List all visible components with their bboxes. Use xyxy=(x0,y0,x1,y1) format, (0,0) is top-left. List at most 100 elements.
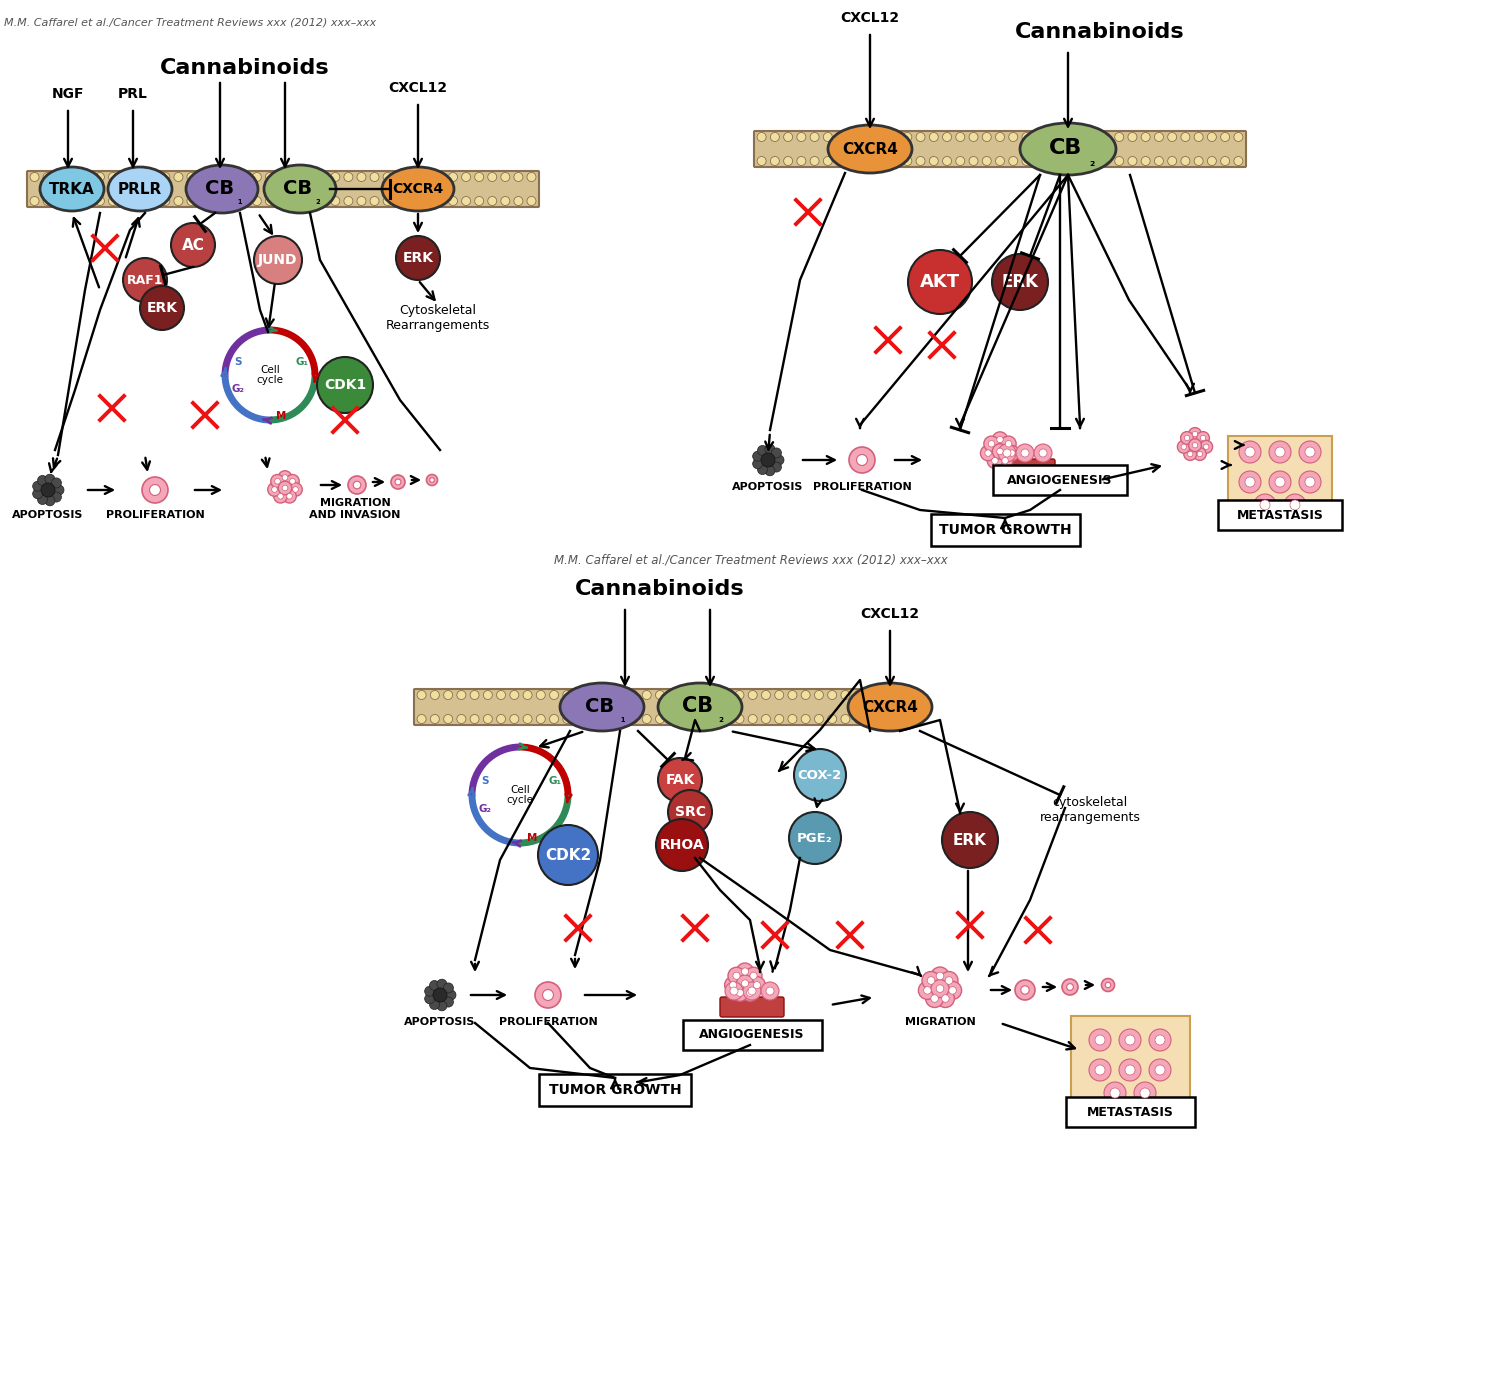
Text: M.M. Caffarel et al./Cancer Treatment Reviews xxx (2012) xxx–xxx: M.M. Caffarel et al./Cancer Treatment Re… xyxy=(554,554,948,566)
Text: RAF1: RAF1 xyxy=(126,273,164,286)
Circle shape xyxy=(589,715,598,723)
Circle shape xyxy=(425,994,434,1004)
Circle shape xyxy=(1033,444,1051,462)
Circle shape xyxy=(930,157,939,165)
Circle shape xyxy=(437,979,448,990)
Text: ANGIOGENESIS: ANGIOGENESIS xyxy=(700,1029,805,1041)
Circle shape xyxy=(1142,132,1151,142)
Circle shape xyxy=(736,990,743,997)
Circle shape xyxy=(1184,436,1190,440)
Circle shape xyxy=(305,197,314,205)
Circle shape xyxy=(981,446,996,461)
Circle shape xyxy=(1178,440,1190,454)
Circle shape xyxy=(889,157,898,165)
Circle shape xyxy=(748,977,766,994)
Circle shape xyxy=(484,715,493,723)
Circle shape xyxy=(753,459,763,469)
Circle shape xyxy=(305,172,314,182)
Circle shape xyxy=(563,690,572,700)
Text: Cannabinoids: Cannabinoids xyxy=(575,579,745,600)
Circle shape xyxy=(955,157,964,165)
Circle shape xyxy=(1009,157,1018,165)
Circle shape xyxy=(991,458,999,464)
Circle shape xyxy=(174,172,183,182)
Circle shape xyxy=(318,172,327,182)
Circle shape xyxy=(254,236,302,285)
Circle shape xyxy=(997,444,1015,462)
Circle shape xyxy=(1254,494,1277,516)
Circle shape xyxy=(1245,477,1256,487)
Circle shape xyxy=(437,1001,448,1010)
Circle shape xyxy=(982,132,991,142)
Circle shape xyxy=(542,990,553,1001)
Circle shape xyxy=(810,157,819,165)
Circle shape xyxy=(930,132,939,142)
Text: APOPTOSIS: APOPTOSIS xyxy=(12,509,84,520)
Circle shape xyxy=(876,157,885,165)
Circle shape xyxy=(969,132,978,142)
Circle shape xyxy=(1015,980,1035,999)
Text: ₂: ₂ xyxy=(1089,155,1095,168)
Circle shape xyxy=(1221,157,1230,165)
Circle shape xyxy=(1181,157,1190,165)
Circle shape xyxy=(936,990,954,1008)
Circle shape xyxy=(772,448,781,458)
Circle shape xyxy=(1048,157,1057,165)
Circle shape xyxy=(789,812,841,863)
Circle shape xyxy=(795,750,846,801)
Circle shape xyxy=(457,715,466,723)
Circle shape xyxy=(1290,500,1301,509)
Circle shape xyxy=(894,690,903,700)
Circle shape xyxy=(239,172,248,182)
Circle shape xyxy=(1114,132,1123,142)
Circle shape xyxy=(943,981,961,999)
Circle shape xyxy=(357,197,366,205)
Circle shape xyxy=(1184,447,1197,461)
Circle shape xyxy=(918,981,936,999)
Circle shape xyxy=(801,690,810,700)
Circle shape xyxy=(409,197,418,205)
Text: AC: AC xyxy=(182,237,204,253)
Circle shape xyxy=(1188,439,1202,451)
Circle shape xyxy=(275,479,281,484)
Circle shape xyxy=(436,197,445,205)
Text: M: M xyxy=(527,833,538,843)
Circle shape xyxy=(909,250,972,314)
Circle shape xyxy=(749,972,757,980)
Ellipse shape xyxy=(849,683,933,731)
Circle shape xyxy=(239,197,248,205)
Circle shape xyxy=(497,715,506,723)
Circle shape xyxy=(500,197,509,205)
Circle shape xyxy=(427,475,437,486)
Circle shape xyxy=(922,972,940,990)
Circle shape xyxy=(743,981,762,999)
Circle shape xyxy=(855,690,864,700)
Circle shape xyxy=(1066,984,1074,991)
Text: ERK: ERK xyxy=(954,833,987,848)
Circle shape xyxy=(722,690,730,700)
Text: Cannabinoids: Cannabinoids xyxy=(1015,22,1185,42)
Circle shape xyxy=(443,715,452,723)
Circle shape xyxy=(943,132,952,142)
Circle shape xyxy=(475,197,484,205)
Circle shape xyxy=(1181,444,1187,450)
Circle shape xyxy=(433,988,448,1002)
Circle shape xyxy=(278,172,287,182)
Circle shape xyxy=(730,987,737,995)
Circle shape xyxy=(894,715,903,723)
Circle shape xyxy=(83,197,92,205)
Circle shape xyxy=(1181,432,1194,444)
FancyBboxPatch shape xyxy=(27,171,539,207)
Circle shape xyxy=(668,715,677,723)
Circle shape xyxy=(1245,447,1256,457)
Circle shape xyxy=(772,462,781,472)
Circle shape xyxy=(266,172,275,182)
Circle shape xyxy=(1203,444,1209,450)
Circle shape xyxy=(775,715,784,723)
Circle shape xyxy=(135,172,144,182)
Circle shape xyxy=(771,132,780,142)
Text: G₁: G₁ xyxy=(548,776,562,786)
Circle shape xyxy=(1114,157,1123,165)
Circle shape xyxy=(733,972,740,980)
Circle shape xyxy=(925,990,943,1008)
